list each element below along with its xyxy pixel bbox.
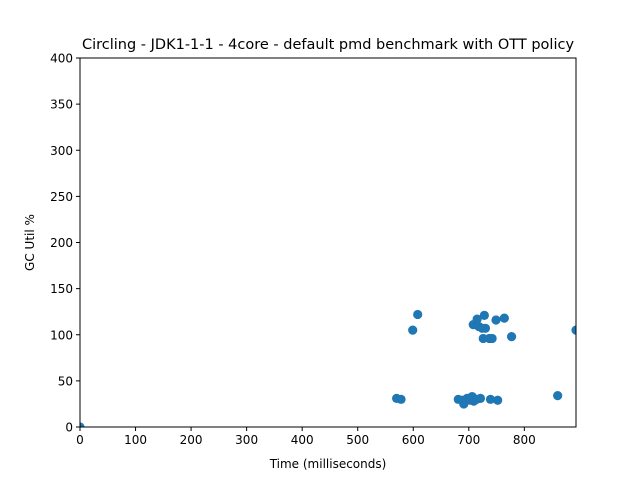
data-point <box>485 394 496 404</box>
data-point <box>506 331 517 342</box>
data-point <box>479 310 489 320</box>
data-point <box>80 422 85 427</box>
data-point <box>493 395 503 405</box>
y-axis: 0 50 100 150 200 250 300 350 400 <box>50 52 80 435</box>
y-tick-label: 100 <box>50 328 73 342</box>
x-axis: 0 100 200 300 400 500 600 700 800 <box>76 427 536 447</box>
y-tick-label: 150 <box>50 282 73 296</box>
data-point <box>571 325 576 335</box>
x-tick-label: 800 <box>513 433 536 447</box>
x-tick-label: 200 <box>180 433 203 447</box>
data-point <box>475 393 486 404</box>
data-point <box>491 315 501 325</box>
x-tick-label: 0 <box>76 433 84 447</box>
y-tick-label: 300 <box>50 144 73 158</box>
x-tick-label: 300 <box>235 433 258 447</box>
data-point <box>413 309 423 320</box>
y-tick-label: 0 <box>65 421 73 435</box>
data-point <box>408 325 418 335</box>
x-tick-label: 500 <box>346 433 369 447</box>
y-tick-label: 400 <box>50 52 73 66</box>
y-tick-label: 200 <box>50 236 73 250</box>
y-axis-label: GC Util % <box>23 214 37 271</box>
x-tick-label: 700 <box>457 433 480 447</box>
data-point <box>396 394 406 404</box>
y-tick-label: 350 <box>50 98 73 112</box>
x-axis-label: Time (milliseconds) <box>269 457 387 471</box>
data-point <box>487 333 497 344</box>
data-point <box>553 391 563 401</box>
x-tick-label: 600 <box>402 433 425 447</box>
y-tick-label: 250 <box>50 190 73 204</box>
x-tick-label: 400 <box>291 433 314 447</box>
y-tick-label: 50 <box>58 374 73 388</box>
data-point <box>480 323 491 333</box>
data-point <box>472 314 482 324</box>
points-layer <box>80 309 576 427</box>
chart-title: Circling - JDK1-1-1 - 4core - default pm… <box>82 37 574 53</box>
data-point <box>499 313 509 323</box>
x-tick-label: 100 <box>124 433 147 447</box>
